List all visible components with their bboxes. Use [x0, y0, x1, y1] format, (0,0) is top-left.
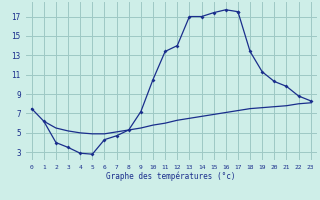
- X-axis label: Graphe des températures (°c): Graphe des températures (°c): [107, 171, 236, 181]
